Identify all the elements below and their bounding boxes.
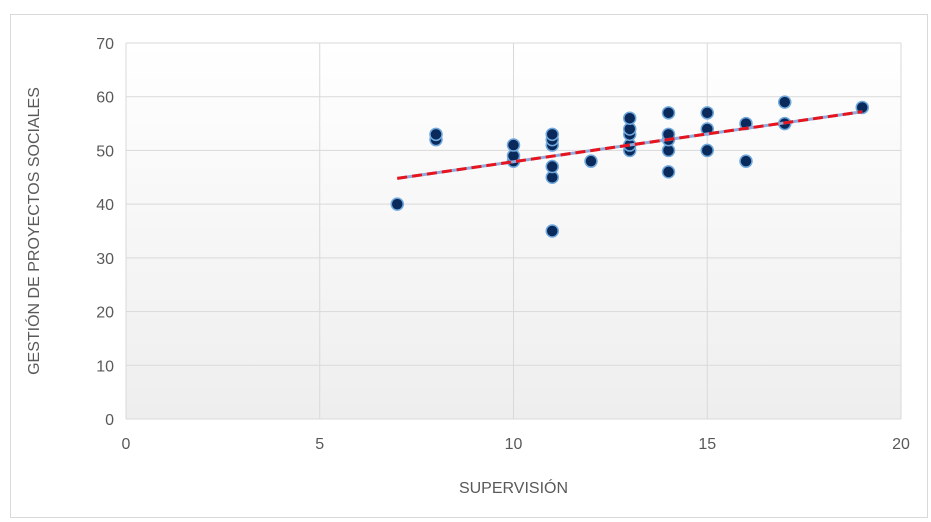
data-point	[739, 154, 753, 168]
data-point	[545, 127, 559, 142]
data-points	[390, 95, 869, 238]
x-tick-label: 10	[505, 436, 523, 453]
data-point	[700, 106, 714, 120]
chart-frame: 0 5 10 15 20 0 10 20 30 40 50 60 70 SUPERVISIÓN GES…	[10, 14, 928, 518]
x-tick-label: 5	[315, 436, 324, 453]
data-point	[661, 106, 676, 120]
y-tick-label: 0	[105, 412, 114, 429]
y-tick-label: 20	[96, 305, 114, 322]
x-tick-label: 20	[892, 436, 910, 453]
data-point	[700, 143, 714, 158]
gridlines	[125, 42, 902, 420]
data-point	[855, 100, 869, 115]
data-point	[506, 138, 521, 152]
y-tick-label: 70	[96, 36, 114, 53]
data-point	[545, 224, 559, 238]
y-axis-title: GESTIÓN DE PROYECTOS SOCIALES	[24, 87, 43, 375]
y-tick-labels: 0 10 20 30 40 50 60 70	[96, 36, 114, 429]
data-point	[584, 154, 598, 168]
y-tick-label: 40	[96, 197, 114, 214]
data-point	[661, 165, 676, 179]
y-tick-label: 30	[96, 251, 114, 268]
data-point	[623, 111, 637, 125]
data-point	[778, 95, 792, 109]
x-tick-label: 0	[122, 436, 131, 453]
data-point	[545, 159, 559, 174]
x-axis-title: SUPERVISIÓN	[459, 478, 568, 497]
data-point	[429, 127, 443, 142]
y-tick-label: 60	[96, 90, 114, 107]
data-point	[390, 197, 404, 211]
scatter-chart: 0 5 10 15 20 0 10 20 30 40 50 60 70 SUPERVISIÓN GES…	[24, 36, 910, 497]
trendline	[397, 110, 863, 180]
x-tick-label: 15	[698, 436, 716, 453]
x-tick-labels: 0 5 10 15 20	[122, 436, 910, 453]
y-tick-label: 50	[96, 143, 114, 160]
trendline-dashed	[397, 110, 863, 180]
y-tick-label: 10	[96, 358, 114, 375]
